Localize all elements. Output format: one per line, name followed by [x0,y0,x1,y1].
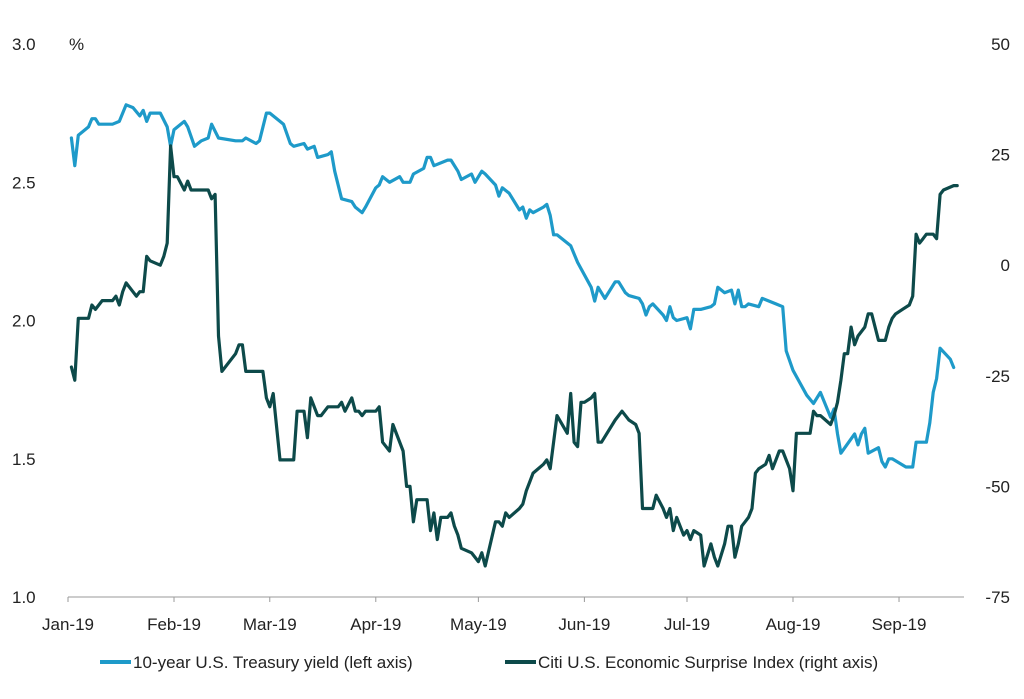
x-axis-tick-label: May-19 [450,615,507,634]
x-axis-tick-label: Mar-19 [243,615,297,634]
x-axis-tick-label: Aug-19 [766,615,821,634]
left-axis-tick-label: 1.0 [12,588,36,607]
legend-label-treasury: 10-year U.S. Treasury yield (left axis) [133,653,413,672]
right-axis-tick-label: -75 [985,588,1010,607]
x-axis-tick-label: Jan-19 [42,615,94,634]
right-axis-tick-label: 0 [1001,256,1010,275]
left-axis-unit: % [69,35,84,54]
series-line-citi-surprise-index [69,144,959,568]
right-axis-tick-label: -25 [985,367,1010,386]
x-axis-tick-label: Jul-19 [664,615,710,634]
x-axis-tick-label: Apr-19 [350,615,401,634]
right-axis-tick-label: 25 [991,146,1010,165]
legend: 10-year U.S. Treasury yield (left axis) … [100,653,878,672]
left-axis-tick-label: 2.0 [12,312,36,331]
left-axis-tick-label: 3.0 [12,35,36,54]
left-axis-tick-label: 2.5 [12,173,36,192]
x-axis-tick-label: Jun-19 [558,615,610,634]
x-axis-tick-label: Sep-19 [872,615,927,634]
x-axis-tick-label: Feb-19 [147,615,201,634]
series-line-treasury-yield [69,103,956,469]
legend-label-citi: Citi U.S. Economic Surprise Index (right… [538,653,878,672]
right-axis-tick-label: -50 [985,477,1010,496]
x-axis-tick-labels: Jan-19 Feb-19 Mar-19 Apr-19 May-19 Jun-19 Jul-… [42,597,926,634]
right-axis-tick-labels: -75 -50 -25 0 25 50 [985,35,1010,607]
left-axis-tick-label: 1.5 [12,450,36,469]
right-axis-tick-label: 50 [991,35,1010,54]
left-axis-tick-labels: 1.0 1.5 2.0 2.5 3.0 [12,35,36,607]
series-layer [69,103,959,568]
